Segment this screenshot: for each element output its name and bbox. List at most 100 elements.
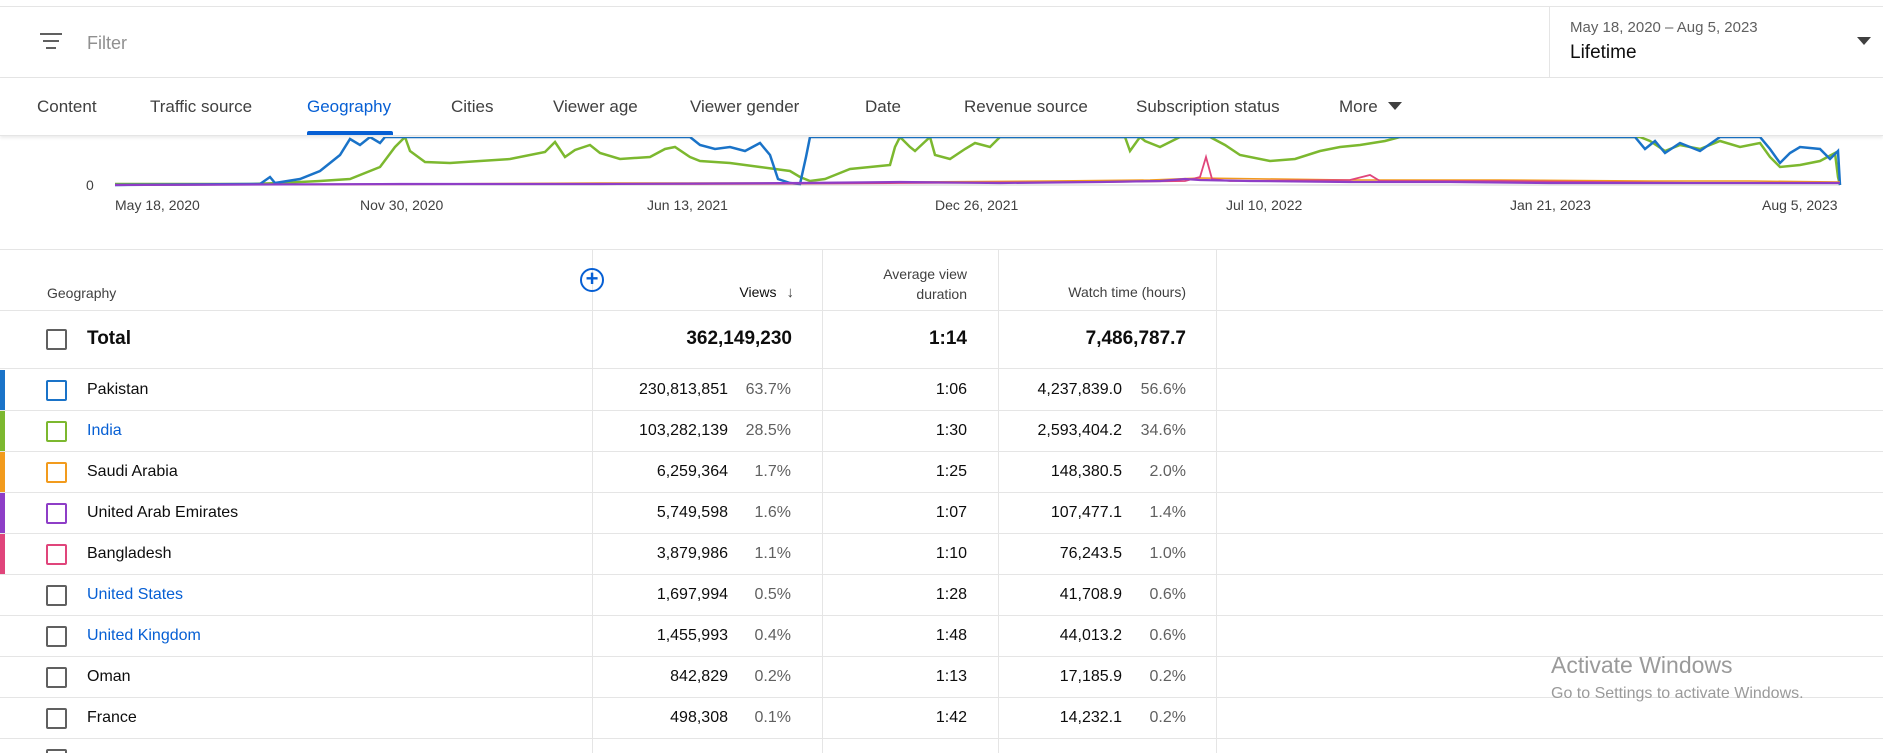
watermark-title: Activate Windows	[1551, 652, 1733, 678]
watch-time-value: 41,708.9	[1059, 586, 1122, 603]
table-row[interactable]: Oman 842,829 0.2% 1:13 17,185.9 0.2%	[0, 657, 1883, 698]
row-checkbox[interactable]	[46, 380, 67, 401]
views-percent: 28.5%	[745, 422, 791, 439]
avg-view-duration-value: 1:06	[935, 381, 967, 398]
row-checkbox[interactable]	[46, 544, 67, 565]
column-header-avd-line2: duration	[916, 286, 967, 302]
tab-traffic-source[interactable]: Traffic source	[150, 97, 253, 116]
tab-date[interactable]: Date	[865, 97, 901, 116]
date-period-label: Lifetime	[1570, 42, 1637, 63]
views-percent: 63.7%	[745, 381, 791, 398]
views-percent: 1.1%	[754, 545, 791, 562]
series-color-bar	[0, 452, 5, 492]
table-row[interactable]: United States 1,697,994 0.5% 1:28 41,708.9 0.…	[0, 575, 1883, 616]
total-watch-time: 7,486,787.7	[1085, 328, 1186, 349]
total-row: Total 362,149,230 1:14 7,486,787.7	[0, 311, 1883, 369]
table-row[interactable]: Bangladesh 3,879,986 1.1% 1:10 76,243.5 1.0%	[0, 534, 1883, 575]
tab-content[interactable]: Content	[37, 97, 97, 116]
row-checkbox[interactable]	[46, 708, 67, 729]
sort-down-arrow-icon: ↓	[786, 284, 795, 301]
tab-more[interactable]: More	[1339, 97, 1402, 117]
views-value: 3,879,986	[656, 545, 728, 562]
date-range-selector[interactable]: May 18, 2020 – Aug 5, 2023 Lifetime	[1549, 7, 1883, 79]
watch-time-value: 107,477.1	[1050, 504, 1122, 521]
series-line-india	[115, 137, 1842, 186]
country-name[interactable]: India	[87, 422, 122, 439]
views-percent: 1.6%	[754, 504, 791, 521]
watch-time-value: 148,380.5	[1050, 463, 1122, 480]
avg-view-duration-value: 1:42	[935, 709, 967, 726]
watch-time-value: 76,243.5	[1059, 545, 1122, 562]
column-divider	[998, 250, 999, 753]
date-range-text: May 18, 2020 – Aug 5, 2023	[1570, 19, 1758, 36]
views-percent: 0.1%	[754, 709, 791, 726]
series-color-bar	[0, 534, 5, 574]
series-color-bar	[0, 493, 5, 533]
country-name[interactable]: United States	[87, 586, 184, 603]
series-line-united-arab-emirates	[114, 177, 1840, 187]
column-header-avd-line1: Average view	[883, 266, 967, 282]
filter-bar: Filter May 18, 2020 – Aug 5, 2023 Lifeti…	[0, 6, 1883, 79]
tab-more-label: More	[1339, 97, 1378, 116]
add-column-icon[interactable]: +	[580, 268, 604, 292]
country-name[interactable]: United Kingdom	[87, 627, 201, 644]
watermark-subtitle: Go to Settings to activate Windows.	[1551, 685, 1804, 702]
total-views: 362,149,230	[686, 328, 792, 349]
caret-down-icon	[1387, 101, 1402, 110]
active-tab-indicator	[307, 131, 393, 135]
filter-input[interactable]: Filter	[87, 33, 127, 53]
tab-subscription-status[interactable]: Subscription status	[1136, 97, 1280, 116]
row-checkbox[interactable]	[46, 749, 67, 753]
views-percent: 0.4%	[754, 627, 791, 644]
views-value: 842,829	[670, 668, 728, 685]
watch-time-percent: 0.6%	[1149, 586, 1186, 603]
column-header-watch-time[interactable]: Watch time (hours)	[1068, 284, 1186, 300]
table-row[interactable]: France 498,308 0.1% 1:42 14,232.1 0.2%	[0, 698, 1883, 739]
tab-revenue-source[interactable]: Revenue source	[964, 97, 1088, 116]
table-row[interactable]: United Kingdom 1,455,993 0.4% 1:48 44,013.2 0…	[0, 616, 1883, 657]
views-value: 1,697,994	[656, 586, 728, 603]
table-row[interactable]: United Arab Emirates 5,749,598 1.6% 1:07 107…	[0, 493, 1883, 534]
row-checkbox[interactable]	[46, 503, 67, 524]
watch-time-percent: 56.6%	[1140, 381, 1186, 398]
views-value: 498,308	[670, 709, 728, 726]
tab-viewer-gender[interactable]: Viewer gender	[690, 97, 800, 116]
watch-time-value: 14,232.1	[1059, 709, 1122, 726]
column-header-geography[interactable]: Geography	[47, 285, 117, 301]
country-name: Oman	[87, 668, 131, 685]
country-name: United Arab Emirates	[87, 504, 239, 521]
series-line-pakistan	[114, 137, 1842, 187]
x-tick-label: Jul 10, 2022	[1226, 197, 1303, 213]
column-header-views-label: Views	[739, 284, 777, 300]
tab-viewer-age[interactable]: Viewer age	[553, 97, 638, 116]
filter-icon[interactable]	[40, 33, 62, 53]
watch-time-value: 17,185.9	[1059, 668, 1122, 685]
tab-cities[interactable]: Cities	[451, 97, 494, 116]
row-checkbox[interactable]	[46, 626, 67, 647]
x-tick-label: Jan 21, 2023	[1510, 197, 1591, 213]
row-checkbox[interactable]	[46, 585, 67, 606]
row-checkbox[interactable]	[46, 421, 67, 442]
total-avg-view-duration: 1:14	[928, 328, 967, 349]
avg-view-duration-value: 1:30	[935, 422, 967, 439]
chart-plot	[114, 137, 1842, 187]
table-row-partial	[0, 739, 1883, 753]
country-name: Pakistan	[87, 381, 149, 398]
x-tick-label: Nov 30, 2020	[360, 197, 444, 213]
table-row[interactable]: India 103,282,139 28.5% 1:30 2,593,404.2 34.6…	[0, 411, 1883, 452]
tab-geography[interactable]: Geography	[307, 97, 392, 116]
table-row[interactable]: Pakistan 230,813,851 63.7% 1:06 4,237,839.0 5…	[0, 370, 1883, 411]
avg-view-duration-value: 1:48	[935, 627, 967, 644]
column-header-average-view-duration[interactable]: Average view duration	[836, 264, 967, 304]
country-name: Bangladesh	[87, 545, 172, 562]
watch-time-percent: 1.4%	[1149, 504, 1186, 521]
total-checkbox[interactable]	[46, 329, 67, 350]
column-header-views[interactable]: Views ↓	[594, 284, 794, 301]
watch-time-percent: 34.6%	[1140, 422, 1186, 439]
row-checkbox[interactable]	[46, 667, 67, 688]
table-row[interactable]: Saudi Arabia 6,259,364 1.7% 1:25 148,380.5 2.…	[0, 452, 1883, 493]
row-checkbox[interactable]	[46, 462, 67, 483]
watch-time-percent: 0.6%	[1149, 627, 1186, 644]
watch-time-value: 4,237,839.0	[1037, 381, 1122, 398]
views-value: 1,455,993	[656, 627, 728, 644]
